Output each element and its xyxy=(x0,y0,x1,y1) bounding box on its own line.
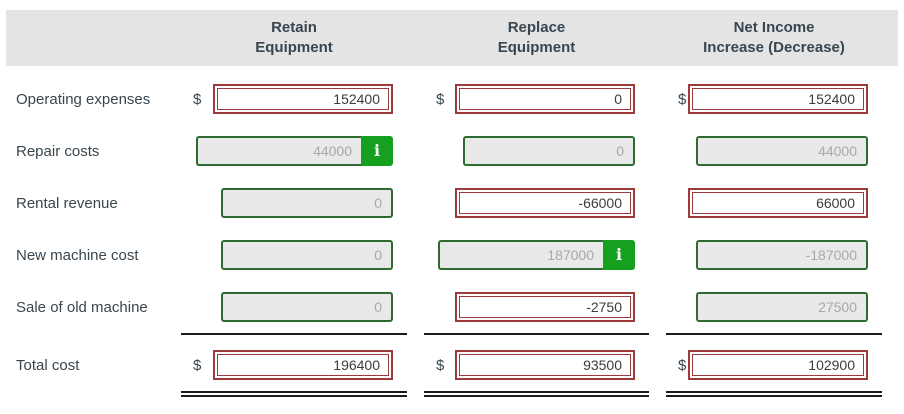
input-replace-repair-costs xyxy=(463,136,635,166)
input-retain-total-cost[interactable] xyxy=(217,354,389,376)
input-netincome-sale-of-old-machine xyxy=(696,292,868,322)
row-label-repair-costs: Repair costs xyxy=(16,142,100,160)
input-replace-sale-of-old-machine[interactable] xyxy=(459,296,631,318)
cell-retain-sale-of-old-machine xyxy=(181,281,407,333)
cell-retain-operating-expenses: $ xyxy=(181,73,407,125)
header-line: Increase (Decrease) xyxy=(703,39,845,56)
table-row: Rental revenue xyxy=(6,177,898,229)
column-header-retain-equipment: Retain Equipment xyxy=(181,10,407,66)
table-row: New machine cost i xyxy=(6,229,898,281)
rule-spacer xyxy=(6,391,164,397)
cell-netincome-sale-of-old-machine xyxy=(666,281,882,333)
single-rule xyxy=(181,333,407,341)
row-label-sale-of-old-machine: Sale of old machine xyxy=(16,298,148,316)
row-label-total-cost: Total cost xyxy=(16,356,80,374)
editable-field-frame xyxy=(688,350,868,380)
currency-symbol: $ xyxy=(436,356,445,374)
cell-replace-sale-of-old-machine xyxy=(424,281,649,333)
input-netincome-rental-revenue[interactable] xyxy=(692,192,864,214)
cell-netincome-operating-expenses: $ xyxy=(666,73,882,125)
currency-symbol: $ xyxy=(678,356,687,374)
row-label-rental-revenue: Rental revenue xyxy=(16,194,118,212)
disabled-field-with-info: i xyxy=(438,240,635,270)
info-icon[interactable]: i xyxy=(361,136,393,166)
double-rule xyxy=(424,391,649,397)
cell-retain-total-cost: $ xyxy=(181,341,407,389)
input-retain-new-machine-cost xyxy=(221,240,393,270)
input-netincome-new-machine-cost xyxy=(696,240,868,270)
cell-netincome-total-cost: $ xyxy=(666,341,882,389)
currency-symbol: $ xyxy=(193,356,202,374)
single-rule xyxy=(666,333,882,341)
input-netincome-operating-expenses[interactable] xyxy=(692,88,864,110)
input-retain-repair-costs xyxy=(196,136,361,166)
cell-replace-total-cost: $ xyxy=(424,341,649,389)
editable-field-frame xyxy=(688,84,868,114)
table-row: Sale of old machine xyxy=(6,281,898,333)
info-icon[interactable]: i xyxy=(603,240,635,270)
cost-analysis-table: Retain Equipment Replace Equipment Net I… xyxy=(6,10,898,397)
cell-replace-new-machine-cost: i xyxy=(424,229,649,281)
cell-replace-repair-costs xyxy=(424,125,649,177)
input-retain-operating-expenses[interactable] xyxy=(217,88,389,110)
editable-field-frame xyxy=(455,188,635,218)
editable-field-frame xyxy=(455,350,635,380)
column-header-net-income: Net Income Increase (Decrease) xyxy=(666,10,882,66)
row-label-operating-expenses: Operating expenses xyxy=(16,90,151,108)
rule-spacer xyxy=(6,333,164,341)
editable-field-frame xyxy=(213,84,393,114)
table-row: Operating expenses $ $ $ xyxy=(6,73,898,125)
editable-field-frame xyxy=(688,188,868,218)
currency-symbol: $ xyxy=(193,90,202,108)
cell-netincome-new-machine-cost xyxy=(666,229,882,281)
table-header: Retain Equipment Replace Equipment Net I… xyxy=(6,10,898,66)
header-spacer xyxy=(6,10,164,66)
input-netincome-total-cost[interactable] xyxy=(692,354,864,376)
input-replace-rental-revenue[interactable] xyxy=(459,192,631,214)
cell-retain-rental-revenue xyxy=(181,177,407,229)
total-rule-row xyxy=(6,391,898,397)
row-label-new-machine-cost: New machine cost xyxy=(16,246,139,264)
single-rule xyxy=(424,333,649,341)
column-header-replace-equipment: Replace Equipment xyxy=(424,10,649,66)
cell-netincome-rental-revenue xyxy=(666,177,882,229)
cell-retain-repair-costs: i xyxy=(181,125,407,177)
header-line: Replace xyxy=(507,19,566,36)
disabled-field-with-info: i xyxy=(196,136,393,166)
input-replace-total-cost[interactable] xyxy=(459,354,631,376)
table-row: Repair costs i xyxy=(6,125,898,177)
subtotal-rule-row xyxy=(6,333,898,341)
input-retain-rental-revenue xyxy=(221,188,393,218)
currency-symbol: $ xyxy=(678,90,687,108)
cell-retain-new-machine-cost xyxy=(181,229,407,281)
cell-netincome-repair-costs xyxy=(666,125,882,177)
input-replace-new-machine-cost xyxy=(438,240,603,270)
editable-field-frame xyxy=(455,84,635,114)
header-line: Equipment xyxy=(497,39,576,56)
table-row-total: Total cost $ $ $ xyxy=(6,341,898,389)
header-line: Equipment xyxy=(255,39,333,56)
currency-symbol: $ xyxy=(436,90,445,108)
cell-replace-operating-expenses: $ xyxy=(424,73,649,125)
input-netincome-repair-costs xyxy=(696,136,868,166)
cell-replace-rental-revenue xyxy=(424,177,649,229)
double-rule xyxy=(666,391,882,397)
header-line: Net Income xyxy=(733,19,815,36)
header-line: Retain xyxy=(271,19,317,36)
input-replace-operating-expenses[interactable] xyxy=(459,88,631,110)
input-retain-sale-of-old-machine xyxy=(221,292,393,322)
double-rule xyxy=(181,391,407,397)
editable-field-frame xyxy=(213,350,393,380)
editable-field-frame xyxy=(455,292,635,322)
